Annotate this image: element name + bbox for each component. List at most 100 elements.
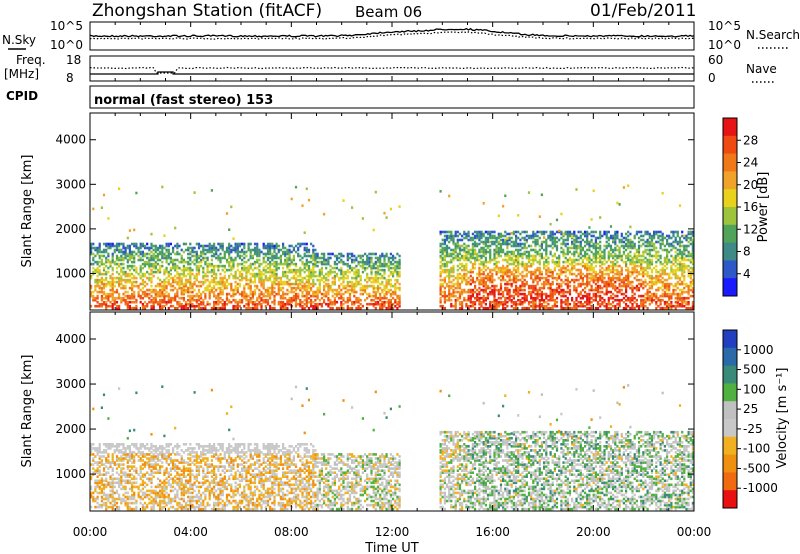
power-cell xyxy=(566,286,569,290)
power-cell xyxy=(545,248,548,252)
power-cell xyxy=(361,270,364,274)
power-cell xyxy=(650,240,654,244)
power-cell xyxy=(385,284,388,288)
power-cell xyxy=(603,262,606,266)
power-cell xyxy=(105,302,108,306)
power-cell xyxy=(286,256,289,260)
power-cell xyxy=(650,274,654,278)
power-cell xyxy=(128,250,131,254)
power-cell xyxy=(262,252,265,256)
freq-unit: [MHz] xyxy=(4,67,39,81)
power-cell xyxy=(620,254,623,258)
power-cell xyxy=(631,256,634,260)
power-cell xyxy=(320,272,323,276)
power-cell xyxy=(439,244,442,248)
power-cell xyxy=(312,250,315,254)
power-cell xyxy=(102,282,106,286)
power-cell xyxy=(489,234,492,238)
power-cell xyxy=(247,284,250,288)
power-cell xyxy=(646,248,649,252)
power-cell xyxy=(564,270,567,274)
power-cell xyxy=(115,306,119,310)
power-cell xyxy=(273,246,276,250)
power-cell xyxy=(102,268,106,272)
power-cell xyxy=(568,280,572,284)
power-cell xyxy=(629,300,632,304)
power-cell xyxy=(286,282,289,286)
power-cell xyxy=(551,292,554,296)
power-cell xyxy=(540,290,543,294)
power-cell xyxy=(338,278,341,282)
power-cell xyxy=(672,230,675,234)
power-cell xyxy=(340,302,343,306)
power-cell xyxy=(303,284,306,288)
power-cell xyxy=(471,246,474,250)
power-cell xyxy=(486,276,490,280)
power-cell xyxy=(253,278,257,282)
power-cell xyxy=(327,272,330,276)
power-cell xyxy=(631,302,634,306)
power-cell xyxy=(450,260,453,264)
power-cell xyxy=(139,258,142,262)
power-cell xyxy=(506,304,509,308)
power-cell xyxy=(452,250,455,254)
power-cell xyxy=(653,280,656,284)
power-cell xyxy=(219,242,222,246)
power-cell xyxy=(523,292,526,296)
power-cell xyxy=(180,258,183,262)
power-cell xyxy=(392,254,395,258)
power-cell xyxy=(251,302,254,306)
power-cell xyxy=(284,246,287,250)
power-cell xyxy=(372,228,375,232)
power-cell xyxy=(618,238,621,242)
power-cell xyxy=(206,250,209,254)
power-cell xyxy=(307,286,311,290)
power-cell xyxy=(236,242,239,246)
power-cell xyxy=(381,264,384,268)
power-cell xyxy=(148,292,151,296)
power-cell xyxy=(607,284,610,288)
power-cell xyxy=(631,286,634,290)
power-cell xyxy=(379,256,382,260)
power-cell xyxy=(102,278,106,282)
power-cell xyxy=(592,252,595,256)
power-cell xyxy=(482,248,485,252)
power-cell xyxy=(182,306,185,310)
power-cell xyxy=(342,280,345,284)
power-cell xyxy=(497,232,500,236)
power-cell xyxy=(398,274,401,278)
power-cell xyxy=(568,284,572,288)
power-cell xyxy=(527,250,531,254)
power-cell xyxy=(253,246,257,250)
power-cell xyxy=(111,296,114,300)
power-cell xyxy=(551,246,554,250)
power-cell xyxy=(273,268,276,272)
power-cell xyxy=(534,248,537,252)
power-cell xyxy=(286,292,289,296)
power-cell xyxy=(273,262,276,266)
power-cell xyxy=(335,262,339,266)
power-cell xyxy=(523,284,526,288)
power-cell xyxy=(312,256,315,260)
power-cell xyxy=(536,296,539,300)
power-cell xyxy=(497,252,500,256)
power-cell xyxy=(197,266,201,270)
power-cell xyxy=(98,270,101,274)
power-cell xyxy=(141,296,144,300)
power-cell xyxy=(215,274,218,278)
power-cell xyxy=(206,264,209,268)
power-cell xyxy=(614,230,617,234)
power-cell xyxy=(327,262,330,266)
power-cell xyxy=(163,284,166,288)
power-cell xyxy=(625,306,628,310)
power-cell xyxy=(120,262,123,266)
power-cell xyxy=(213,264,216,268)
power-cell xyxy=(389,306,392,310)
power-cell xyxy=(92,258,95,262)
power-cell xyxy=(661,191,664,195)
power-cell xyxy=(206,278,209,282)
power-cell xyxy=(115,248,119,252)
power-cell xyxy=(614,268,617,272)
power-cell xyxy=(553,288,556,292)
power-cell xyxy=(124,300,127,304)
